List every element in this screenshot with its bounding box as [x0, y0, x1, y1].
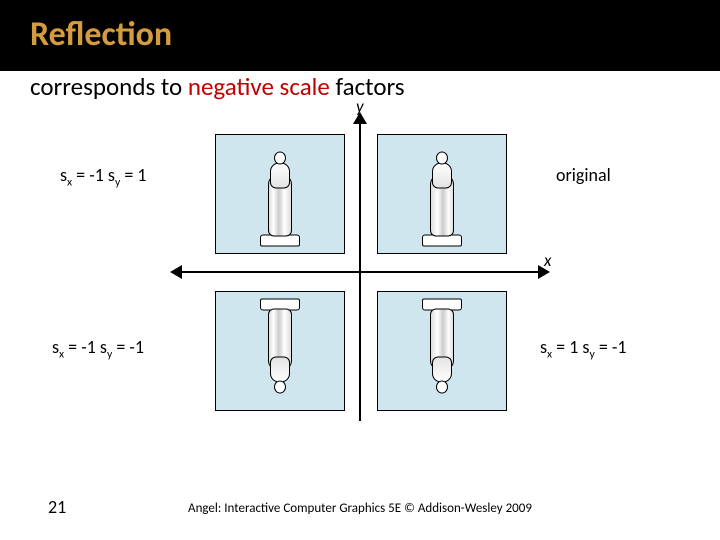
label-sx-neg1-sy-neg1: sx = -1 sy = -1 — [52, 336, 144, 362]
label-sx-neg1-sy-1: sx = -1 sy = 1 — [60, 164, 147, 190]
x-axis-label: x — [544, 250, 551, 271]
panel-reflect-xy — [215, 291, 345, 411]
slide-title: Reflection — [30, 14, 720, 55]
subtitle-pre: corresponds to — [30, 71, 188, 102]
reflection-diagram: y x original sx = -1 sy = 1 sx = -1 sy =… — [0, 106, 720, 446]
panel-original — [377, 134, 507, 254]
statue-icon — [420, 142, 464, 247]
subtitle-highlight: negative scale — [188, 71, 330, 102]
credit-line: Angel: Interactive Computer Graphics 5E … — [0, 501, 720, 516]
statue-icon — [420, 299, 464, 404]
panel-reflect-x — [215, 134, 345, 254]
statue-icon — [258, 299, 302, 404]
x-axis — [180, 271, 540, 273]
subtitle-post: factors — [330, 71, 405, 102]
panel-reflect-y — [377, 291, 507, 411]
y-axis-label: y — [356, 96, 364, 117]
statue-icon — [258, 142, 302, 247]
label-original: original — [556, 164, 611, 186]
x-axis-arrow-left-icon — [170, 265, 182, 279]
label-sx-1-sy-neg1: sx = 1 sy = -1 — [540, 336, 627, 362]
title-bar: Reflection — [0, 0, 720, 71]
